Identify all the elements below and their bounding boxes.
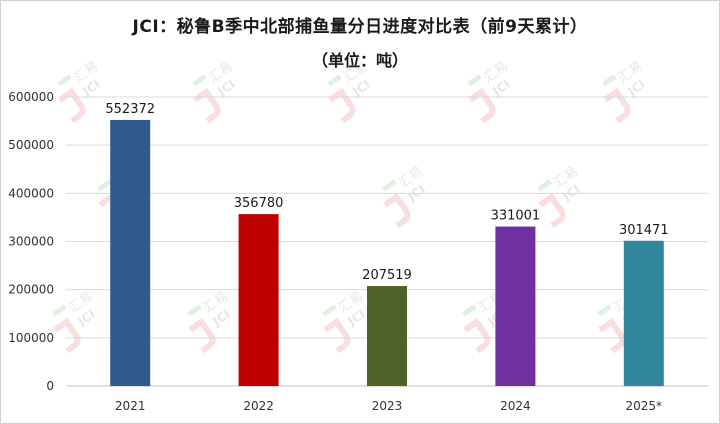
data-label: 331001 <box>491 209 541 224</box>
chart-subtitle: （单位：吨） <box>311 51 408 70</box>
data-label: 301471 <box>619 223 669 238</box>
bar-2022 <box>238 214 279 386</box>
bar-2025 <box>623 240 664 386</box>
data-label: 356780 <box>234 196 284 211</box>
x-tick-label: 2022 <box>243 399 274 413</box>
x-tick-label: 2023 <box>372 399 403 413</box>
y-tick-label: 600000 <box>8 90 54 104</box>
x-axis: 2021 2022 2023 2024 2025* <box>115 399 662 413</box>
y-tick-label: 200000 <box>8 283 54 297</box>
y-tick-label: 500000 <box>8 138 54 152</box>
y-tick-label: 400000 <box>8 186 54 200</box>
chart-title: JCI：秘鲁B季中北部捕鱼量分日进度对比表（前9天累计） <box>132 17 588 37</box>
bar-2021 <box>110 119 151 386</box>
bar-2024 <box>495 226 536 386</box>
x-tick-label: 2024 <box>500 399 531 413</box>
data-label: 552372 <box>105 102 155 117</box>
bars <box>110 119 664 386</box>
watermark-layer: 汇易JCI汇易JCI汇易JCI汇易JCI汇易JCI汇易JCI汇易JCI汇易JCI… <box>52 59 648 354</box>
data-label: 207519 <box>362 268 412 283</box>
y-tick-label: 300000 <box>8 235 54 249</box>
x-tick-label: 2025* <box>626 399 663 413</box>
bar-2023 <box>367 286 407 386</box>
y-tick-label: 0 <box>46 379 54 393</box>
data-labels: 552372 356780 207519 331001 301471 <box>105 102 668 283</box>
x-tick-label: 2021 <box>115 399 146 413</box>
y-tick-label: 100000 <box>8 331 54 345</box>
y-axis: 0 100000 200000 300000 400000 500000 600000 <box>8 90 54 393</box>
